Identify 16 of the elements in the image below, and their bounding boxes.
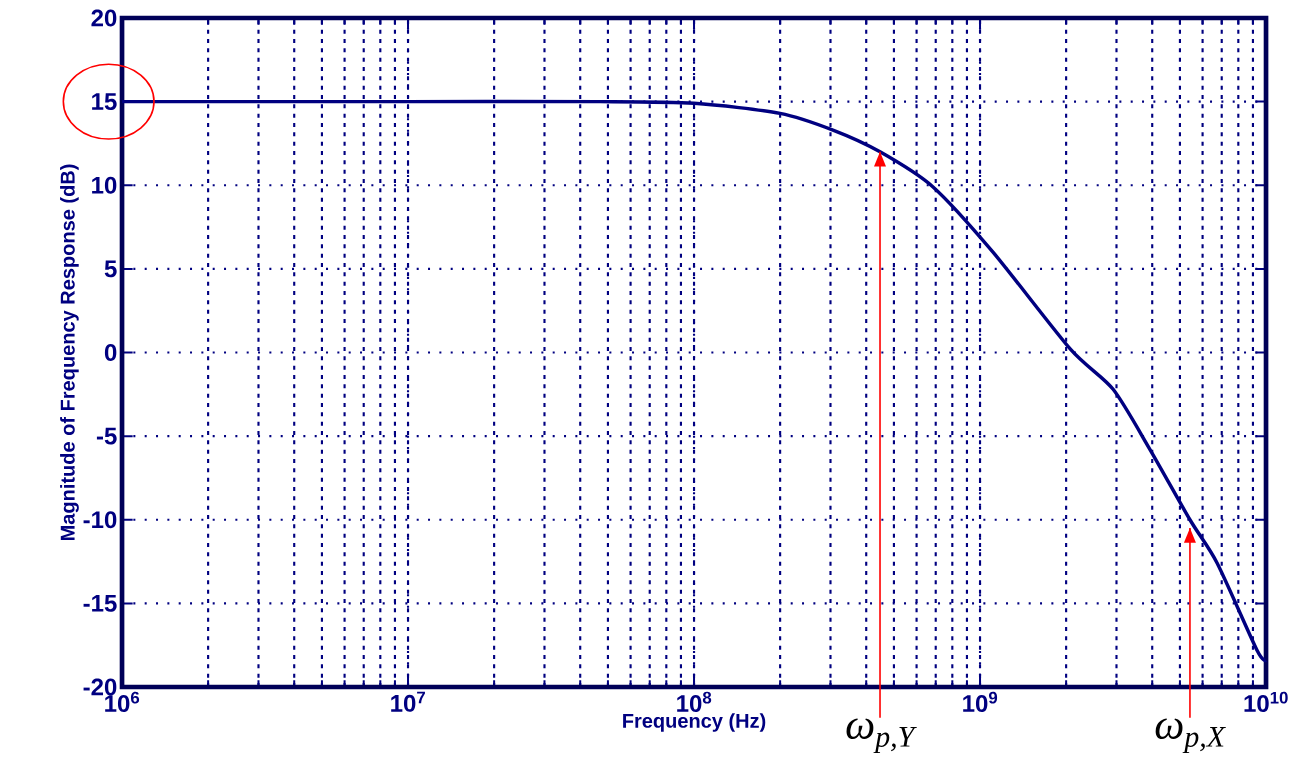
x-tick-label: 10$^{9}$ [963,691,998,713]
annotation: ω$_{p,X}$ [1155,718,1226,753]
y-tick-label: 15 [92,93,117,110]
y-tick-label: -5 [96,427,117,445]
y-tick-label: 10 [92,176,117,194]
x-tick-label: 10$^{8}$ [677,691,712,713]
y-tick-label: -15 [83,595,117,612]
annotation: ω$_{p,Y}$ [846,718,917,753]
y-tick-label: 0 [104,343,117,361]
x-tick-label: 10$^{7}$ [391,691,425,712]
x-axis-title: Frequency (Hz) [623,713,766,732]
y-tick-label: -10 [83,511,117,529]
y-tick-label: 20 [91,9,117,27]
y-axis-title: Magnitude of Frequency Response (dB) [60,164,79,541]
y-tick-label: 5 [104,260,117,278]
x-tick-label: 10$^{10}$ [1244,691,1288,713]
